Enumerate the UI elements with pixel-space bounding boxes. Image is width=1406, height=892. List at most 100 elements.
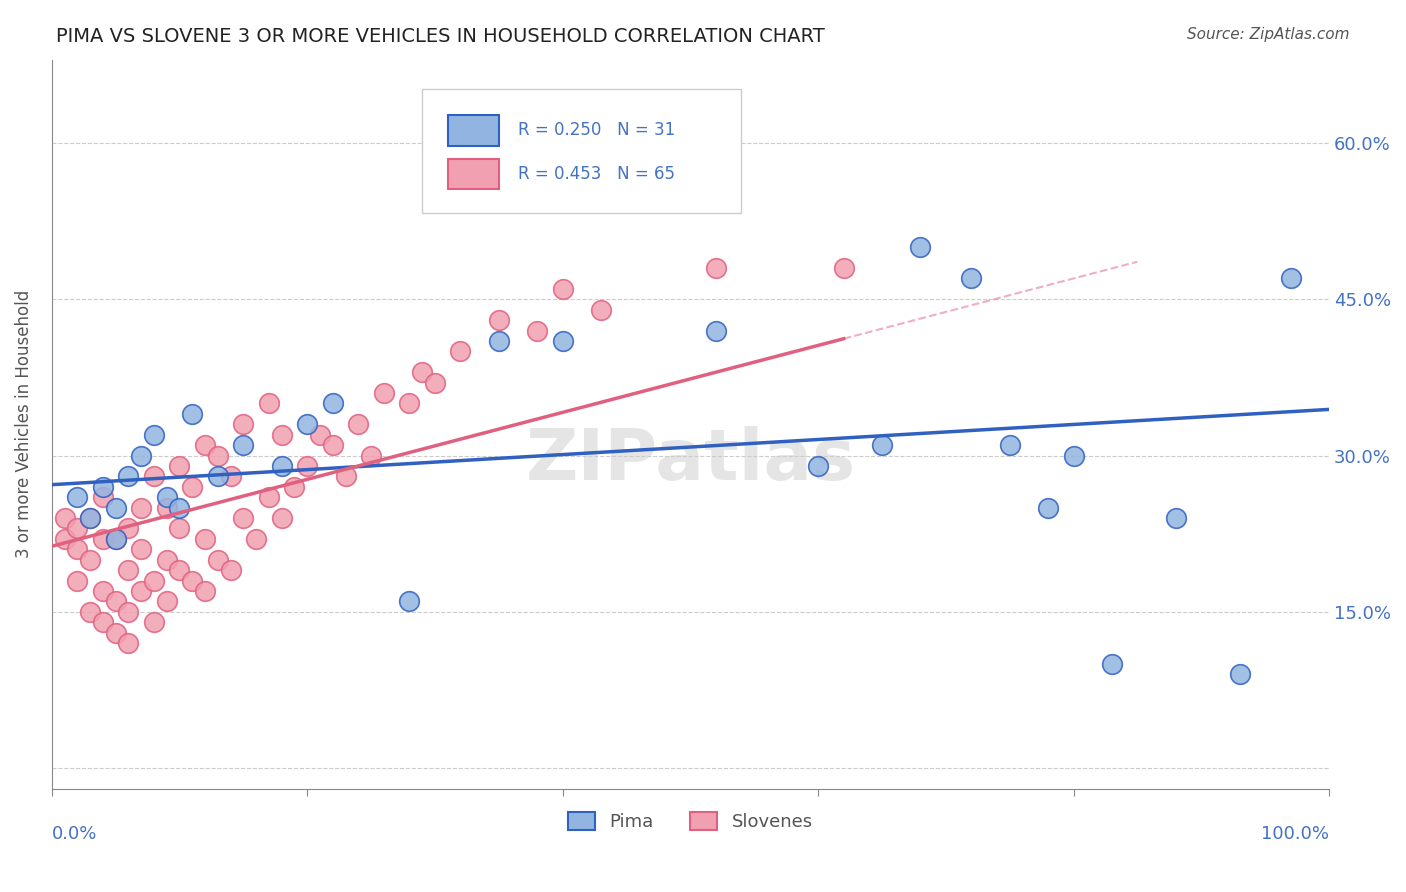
Point	[551, 282, 574, 296]
Point	[270, 427, 292, 442]
Point	[1164, 511, 1187, 525]
Point	[398, 396, 420, 410]
Point	[66, 521, 89, 535]
Point	[142, 615, 165, 630]
Point	[423, 376, 446, 390]
Point	[807, 458, 830, 473]
Point	[142, 469, 165, 483]
Point	[232, 417, 254, 432]
Point	[53, 511, 76, 525]
Text: 100.0%: 100.0%	[1261, 825, 1329, 844]
Point	[335, 469, 357, 483]
Y-axis label: 3 or more Vehicles in Household: 3 or more Vehicles in Household	[15, 290, 32, 558]
Point	[704, 260, 727, 275]
Point	[181, 407, 204, 421]
Point	[91, 584, 114, 599]
Text: R = 0.250   N = 31: R = 0.250 N = 31	[517, 121, 675, 139]
Point	[411, 365, 433, 379]
Point	[295, 458, 318, 473]
Point	[488, 313, 510, 327]
Point	[169, 521, 191, 535]
Point	[207, 469, 229, 483]
Point	[91, 615, 114, 630]
Point	[257, 490, 280, 504]
Point	[360, 449, 382, 463]
Point	[232, 438, 254, 452]
Point	[704, 324, 727, 338]
Point	[53, 532, 76, 546]
Point	[910, 240, 932, 254]
Point	[283, 480, 305, 494]
Point	[91, 490, 114, 504]
Point	[66, 490, 89, 504]
Text: PIMA VS SLOVENE 3 OR MORE VEHICLES IN HOUSEHOLD CORRELATION CHART: PIMA VS SLOVENE 3 OR MORE VEHICLES IN HO…	[56, 27, 825, 45]
Point	[232, 511, 254, 525]
Point	[181, 480, 204, 494]
FancyBboxPatch shape	[447, 115, 499, 145]
Point	[551, 334, 574, 348]
Point	[870, 438, 893, 452]
Point	[117, 636, 139, 650]
Point	[104, 625, 127, 640]
Point	[66, 574, 89, 588]
Point	[156, 594, 179, 608]
Point	[156, 490, 179, 504]
Text: R = 0.453   N = 65: R = 0.453 N = 65	[517, 165, 675, 183]
Text: Source: ZipAtlas.com: Source: ZipAtlas.com	[1187, 27, 1350, 42]
FancyBboxPatch shape	[422, 89, 741, 213]
Point	[526, 324, 548, 338]
Point	[322, 396, 344, 410]
FancyBboxPatch shape	[447, 159, 499, 189]
Legend: Pima, Slovenes: Pima, Slovenes	[561, 805, 820, 838]
Point	[169, 458, 191, 473]
Point	[309, 427, 332, 442]
Point	[270, 458, 292, 473]
Point	[129, 500, 152, 515]
Point	[169, 563, 191, 577]
Point	[156, 553, 179, 567]
Point	[194, 584, 217, 599]
Point	[117, 469, 139, 483]
Point	[79, 605, 101, 619]
Text: ZIPatlas: ZIPatlas	[526, 426, 855, 495]
Point	[450, 344, 472, 359]
Point	[219, 469, 242, 483]
Point	[257, 396, 280, 410]
Point	[207, 553, 229, 567]
Point	[960, 271, 983, 285]
Point	[488, 334, 510, 348]
Point	[117, 563, 139, 577]
Point	[156, 500, 179, 515]
Point	[373, 386, 395, 401]
Point	[66, 542, 89, 557]
Point	[79, 553, 101, 567]
Point	[117, 521, 139, 535]
Point	[245, 532, 267, 546]
Point	[142, 574, 165, 588]
Point	[129, 584, 152, 599]
Point	[142, 427, 165, 442]
Point	[398, 594, 420, 608]
Point	[104, 500, 127, 515]
Point	[219, 563, 242, 577]
Point	[347, 417, 370, 432]
Point	[91, 480, 114, 494]
Point	[1063, 449, 1085, 463]
Point	[91, 532, 114, 546]
Point	[270, 511, 292, 525]
Point	[129, 542, 152, 557]
Text: 0.0%: 0.0%	[52, 825, 97, 844]
Point	[104, 594, 127, 608]
Point	[1229, 667, 1251, 681]
Point	[169, 500, 191, 515]
Point	[589, 302, 612, 317]
Point	[104, 532, 127, 546]
Point	[79, 511, 101, 525]
Point	[181, 574, 204, 588]
Point	[129, 449, 152, 463]
Point	[832, 260, 855, 275]
Point	[194, 532, 217, 546]
Point	[207, 449, 229, 463]
Point	[79, 511, 101, 525]
Point	[104, 532, 127, 546]
